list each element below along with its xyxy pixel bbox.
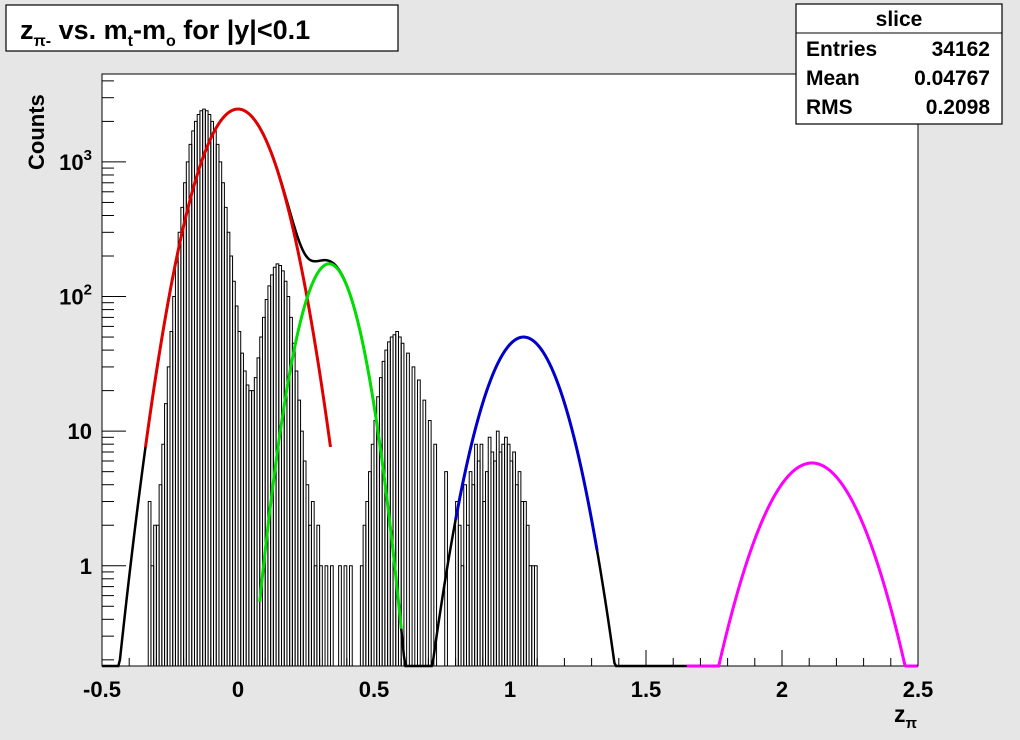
axes: -0.5 0 0.5 1 1.5 2 2.5 1 10 102 103 (59, 80, 934, 702)
stats-mean-label: Mean (806, 67, 860, 90)
y-tick-label: 1 (80, 554, 92, 579)
histogram-bin (533, 565, 538, 666)
stats-rms-label: RMS (806, 96, 853, 119)
x-axis-label: zπ (894, 701, 918, 732)
histogram-bin (400, 342, 405, 666)
stats-title: slice (876, 8, 923, 31)
histogram-bin (349, 565, 353, 666)
stats-box: slice Entries 34162 Mean 0.04767 RMS 0.2… (795, 3, 1003, 125)
x-tick-label: 2 (776, 677, 788, 702)
y-tick-label: 102 (59, 282, 92, 310)
fit-curve-3 (454, 335, 599, 551)
histogram (147, 108, 856, 667)
title-frame (5, 4, 399, 52)
fit-curves (102, 107, 918, 668)
histogram-bin (329, 565, 334, 666)
stats-entries-value: 34162 (932, 38, 990, 61)
histogram-bin (422, 399, 427, 666)
x-tick-label: -0.5 (83, 677, 121, 702)
title-box: zπ- vs. mt-mo for |y|<0.1 (5, 4, 399, 52)
stats-entries-label: Entries (806, 38, 877, 61)
fit-curve-4 (686, 461, 918, 668)
fit-curve-2 (258, 262, 403, 629)
histogram-bin (343, 565, 348, 666)
stats-mean-value: 0.04767 (914, 67, 990, 90)
histogram-bin (319, 565, 323, 666)
histogram-bin (324, 565, 329, 666)
stats-rms-value: 0.2098 (926, 96, 991, 119)
histogram-bin (417, 379, 421, 666)
x-tick-label: 1.5 (631, 677, 662, 702)
chart-title: zπ- vs. mt-mo for |y|<0.1 (20, 15, 310, 50)
fit-curve-1 (144, 107, 332, 448)
x-tick-label: 1 (504, 677, 516, 702)
x-tick-label: 0 (232, 677, 244, 702)
histogram-bin (406, 352, 410, 666)
x-tick-label: 2.5 (903, 677, 934, 702)
histogram-bin (411, 366, 416, 666)
histogram-bin (338, 565, 342, 666)
stats-frame (795, 3, 1003, 125)
y-tick-label: 10 (68, 419, 92, 444)
x-tick-label: 0.5 (359, 677, 390, 702)
y-axis-label: Counts (24, 94, 49, 170)
y-tick-label: 103 (59, 147, 92, 175)
histogram-bin (433, 443, 438, 666)
histogram-bin (427, 419, 432, 666)
